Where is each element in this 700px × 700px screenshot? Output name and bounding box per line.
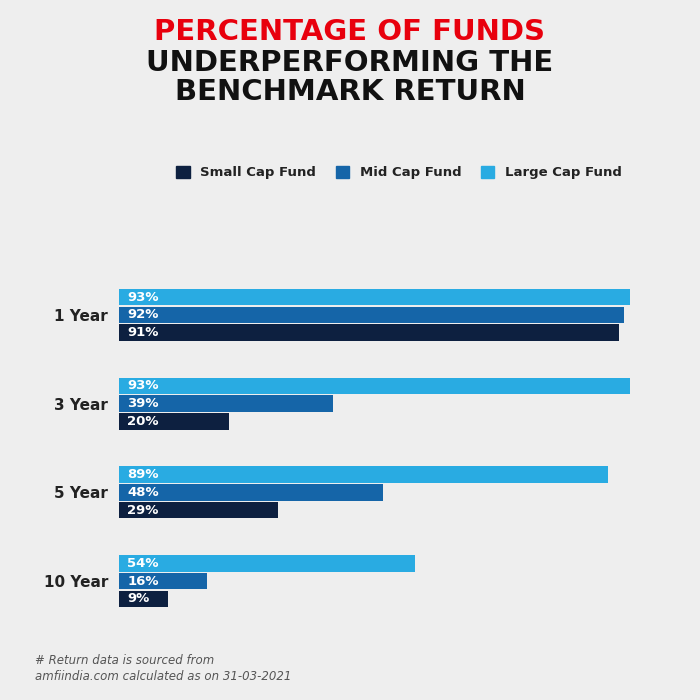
Bar xyxy=(119,378,629,394)
Text: # Return data is sourced from
amfiindia.com calculated as on 31-03-2021: # Return data is sourced from amfiindia.… xyxy=(35,654,291,682)
Bar xyxy=(119,307,624,323)
Bar xyxy=(119,591,169,607)
Bar xyxy=(119,484,382,500)
Text: 29%: 29% xyxy=(127,503,159,517)
Bar xyxy=(119,502,278,518)
Bar xyxy=(119,395,333,412)
Text: 9%: 9% xyxy=(127,592,150,606)
Text: 54%: 54% xyxy=(127,557,159,570)
Text: 93%: 93% xyxy=(127,379,159,393)
Bar xyxy=(119,573,206,589)
Text: 16%: 16% xyxy=(127,575,159,588)
Text: PERCENTAGE OF FUNDS: PERCENTAGE OF FUNDS xyxy=(155,18,545,46)
Text: 48%: 48% xyxy=(127,486,159,499)
Text: 91%: 91% xyxy=(127,326,159,339)
Text: 89%: 89% xyxy=(127,468,159,481)
Text: BENCHMARK RETURN: BENCHMARK RETURN xyxy=(174,78,526,106)
Text: 20%: 20% xyxy=(127,415,159,428)
Text: 93%: 93% xyxy=(127,290,159,304)
Bar xyxy=(119,466,608,483)
Text: UNDERPERFORMING THE: UNDERPERFORMING THE xyxy=(146,49,554,77)
Text: 92%: 92% xyxy=(127,308,159,321)
Bar xyxy=(119,324,619,341)
Legend: Small Cap Fund, Mid Cap Fund, Large Cap Fund: Small Cap Fund, Mid Cap Fund, Large Cap … xyxy=(176,166,622,179)
Bar xyxy=(119,289,629,305)
Bar xyxy=(119,555,416,572)
Text: 39%: 39% xyxy=(127,397,159,410)
Bar xyxy=(119,413,229,430)
